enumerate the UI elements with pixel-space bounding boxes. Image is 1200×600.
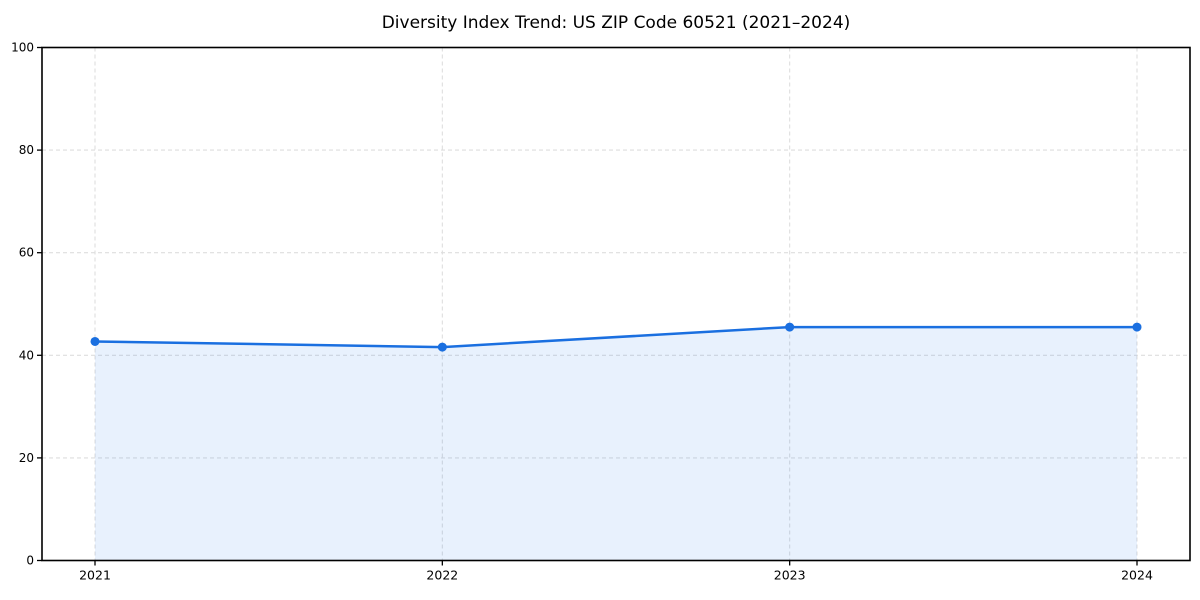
y-axis-tick-label: 100: [11, 41, 34, 55]
trend-line: [93, 325, 1139, 349]
data-point-2023: [785, 322, 795, 332]
y-axis-tick-label: 20: [19, 451, 34, 465]
y-axis-tick-label: 40: [19, 348, 34, 362]
x-axis-tick-label: 2024: [1121, 568, 1153, 583]
y-axis-tick-label: 80: [19, 143, 34, 157]
data-point-2024: [1132, 322, 1142, 332]
x-axis-tick-label: 2021: [79, 568, 111, 583]
x-axis-tick-label: 2023: [774, 568, 806, 583]
y-axis-tick-label: 0: [26, 554, 34, 568]
data-point-2021: [90, 336, 100, 346]
plot-border: [41, 46, 1191, 562]
y-axis-tick-label: 60: [19, 246, 34, 260]
x-axis-tick-label: 2022: [426, 568, 458, 583]
area-fill: [95, 327, 1137, 561]
chart-title: Diversity Index Trend: US ZIP Code 60521…: [381, 13, 851, 33]
data-point-2022: [437, 342, 447, 352]
